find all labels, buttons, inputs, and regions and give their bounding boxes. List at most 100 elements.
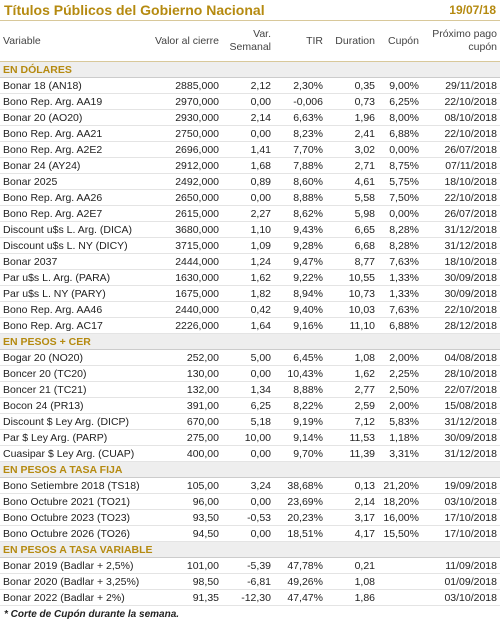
cell: 21,20% <box>378 477 422 494</box>
data-row: Bono Rep. Arg. AC17 2226,000 1,64 9,16% 11,1… <box>0 317 500 334</box>
cell: 8,62% <box>274 205 326 222</box>
cell: 0,00% <box>378 141 422 158</box>
data-row: Bogar 20 (NO20) 252,00 5,00 6,45% 1,08 2,00% 0… <box>0 349 500 366</box>
cell: 670,00 <box>150 413 222 430</box>
cell: 1,08 <box>326 573 378 590</box>
cell: 400,00 <box>150 445 222 462</box>
cell: 03/10/2018 <box>422 493 500 510</box>
cell: 1,62 <box>326 365 378 382</box>
cell: 9,47% <box>274 253 326 270</box>
cell: 2,59 <box>326 397 378 414</box>
date: 19/07/18 <box>449 3 496 17</box>
cell: 7,88% <box>274 157 326 174</box>
cell: 1,64 <box>222 317 274 334</box>
cell: 03/10/2018 <box>422 589 500 606</box>
cell: 18,20% <box>378 493 422 510</box>
cell: 5,75% <box>378 173 422 190</box>
cell: 9,43% <box>274 221 326 238</box>
cell: Bonar 18 (AN18) <box>0 77 150 94</box>
cell: 18/10/2018 <box>422 173 500 190</box>
data-row: Bonar 24 (AY24) 2912,000 1,68 7,88% 2,71 8,75… <box>0 157 500 174</box>
cell: 1,62 <box>222 269 274 286</box>
column-header: Próximo pago cupón <box>422 21 500 62</box>
cell: 01/09/2018 <box>422 573 500 590</box>
cell: 10,00 <box>222 429 274 446</box>
cell: 0,00 <box>222 525 274 542</box>
data-row: Bono Rep. Arg. AA26 2650,000 0,00 8,88% 5,58… <box>0 189 500 206</box>
cell: 31/12/2018 <box>422 413 500 430</box>
cell: 22/07/2018 <box>422 381 500 398</box>
cell: 2970,000 <box>150 93 222 110</box>
cell: 0,42 <box>222 301 274 318</box>
data-row: Cuasipar $ Ley Arg. (CUAP) 400,00 0,00 9,70… <box>0 445 500 462</box>
cell: 252,00 <box>150 349 222 366</box>
data-row: Bonar 2019 (Badlar + 2,5%) 101,00 -5,39 47,… <box>0 557 500 574</box>
cell: 2615,000 <box>150 205 222 222</box>
section-row: EN PESOS + CER <box>0 333 500 350</box>
cell: 275,00 <box>150 429 222 446</box>
cell: 7,12 <box>326 413 378 430</box>
cell: 10,55 <box>326 269 378 286</box>
cell: Boncer 21 (TC21) <box>0 381 150 398</box>
data-row: Par u$s L. Arg. (PARA) 1630,000 1,62 9,22% 1… <box>0 269 500 286</box>
cell: Discount u$s L. Arg. (DICA) <box>0 221 150 238</box>
cell: Bono Rep. Arg. AC17 <box>0 317 150 334</box>
cell: 19/09/2018 <box>422 477 500 494</box>
cell: 10,73 <box>326 285 378 302</box>
cell: 2492,000 <box>150 173 222 190</box>
cell: 17/10/2018 <box>422 525 500 542</box>
cell: 15/08/2018 <box>422 397 500 414</box>
cell: Cuasipar $ Ley Arg. (CUAP) <box>0 445 150 462</box>
cell: 3,17 <box>326 509 378 526</box>
data-row: Bonar 2020 (Badlar + 3,25%) 98,50 -6,81 49,… <box>0 573 500 590</box>
cell: Bono Setiembre 2018 (TS18) <box>0 477 150 494</box>
cell: 8,28% <box>378 237 422 254</box>
cell: 6,45% <box>274 349 326 366</box>
cell: 1675,000 <box>150 285 222 302</box>
cell: 9,22% <box>274 269 326 286</box>
cell: 2226,000 <box>150 317 222 334</box>
cell: 132,00 <box>150 381 222 398</box>
data-row: Par u$s L. NY (PARY) 1675,000 1,82 8,94% 10,… <box>0 285 500 302</box>
cell: 18,51% <box>274 525 326 542</box>
cell: Bono Octubre 2023 (TO23) <box>0 509 150 526</box>
cell: 1,34 <box>222 381 274 398</box>
empty-cell <box>378 573 422 590</box>
cell: 9,16% <box>274 317 326 334</box>
cell: 1,68 <box>222 157 274 174</box>
cell: 2,27 <box>222 205 274 222</box>
cell: Bonar 2025 <box>0 173 150 190</box>
cell: 1,10 <box>222 221 274 238</box>
cell: 2440,000 <box>150 301 222 318</box>
cell: 0,00 <box>222 93 274 110</box>
cell: 8,23% <box>274 125 326 142</box>
cell: 1,18% <box>378 429 422 446</box>
cell: 4,17 <box>326 525 378 542</box>
cell: 11,39 <box>326 445 378 462</box>
column-header: Valor al cierre <box>150 21 222 62</box>
cell: 8,00% <box>378 109 422 126</box>
cell: 105,00 <box>150 477 222 494</box>
cell: Par $ Ley Arg. (PARP) <box>0 429 150 446</box>
cell: 15,50% <box>378 525 422 542</box>
section-row: EN PESOS A TASA VARIABLE <box>0 541 500 558</box>
section-title: EN PESOS + CER <box>0 333 500 350</box>
cell: -5,39 <box>222 557 274 574</box>
cell: 2,00% <box>378 349 422 366</box>
cell: 0,21 <box>326 557 378 574</box>
cell: 07/11/2018 <box>422 157 500 174</box>
cell: 2,71 <box>326 157 378 174</box>
cell: 7,63% <box>378 301 422 318</box>
cell: 2,12 <box>222 77 274 94</box>
cell: 16,00% <box>378 509 422 526</box>
column-header: Var. Semanal <box>222 21 274 62</box>
data-row: Boncer 20 (TC20) 130,00 0,00 10,43% 1,62 2,25… <box>0 365 500 382</box>
data-row: Bonar 2022 (Badlar + 2%) 91,35 -12,30 47,47… <box>0 589 500 606</box>
cell: 0,00 <box>222 445 274 462</box>
cell: 11/09/2018 <box>422 557 500 574</box>
cell: 0,13 <box>326 477 378 494</box>
cell: 5,83% <box>378 413 422 430</box>
cell: 8,22% <box>274 397 326 414</box>
cell: 7,50% <box>378 189 422 206</box>
